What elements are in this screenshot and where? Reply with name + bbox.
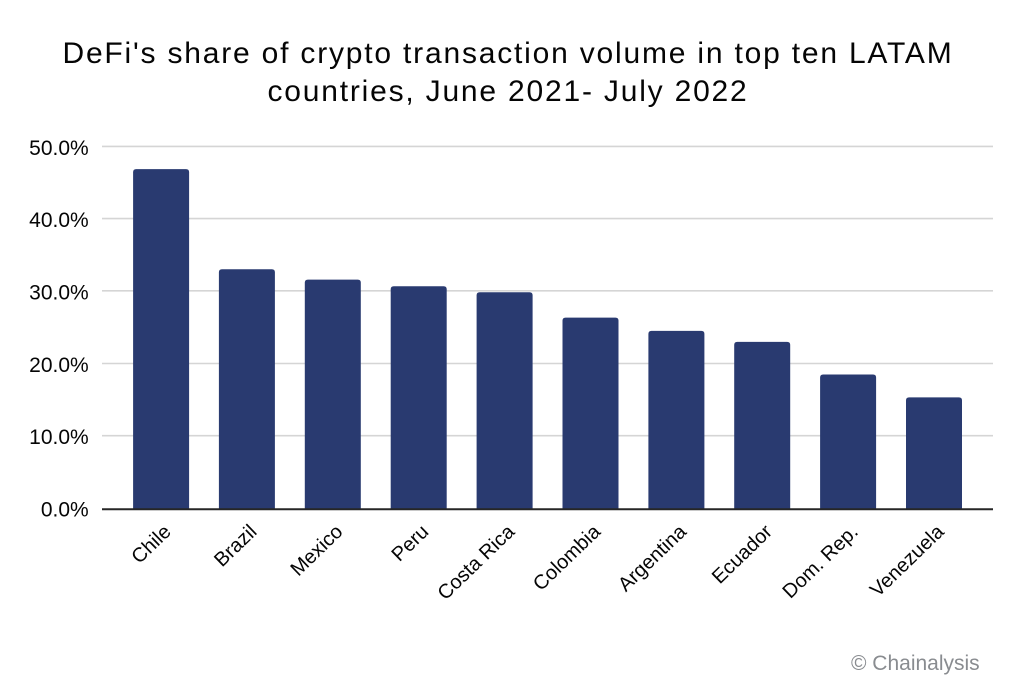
svg-text:Venezuela: Venezuela <box>866 520 949 601</box>
svg-text:Brazil: Brazil <box>210 521 261 572</box>
svg-text:Chile: Chile <box>128 521 176 568</box>
svg-text:30.0%: 30.0% <box>29 281 89 304</box>
svg-text:Ecuador: Ecuador <box>708 521 777 589</box>
svg-text:Costa Rica: Costa Rica <box>434 520 520 604</box>
svg-text:Colombia: Colombia <box>529 520 606 595</box>
svg-text:0.0%: 0.0% <box>41 499 89 522</box>
svg-text:20.0%: 20.0% <box>29 354 89 377</box>
svg-text:Peru: Peru <box>388 521 434 566</box>
svg-text:Mexico: Mexico <box>287 521 348 581</box>
svg-text:Argentina: Argentina <box>614 520 691 596</box>
svg-text:50.0%: 50.0% <box>29 137 89 160</box>
svg-text:40.0%: 40.0% <box>29 209 89 232</box>
svg-text:Dom. Rep.: Dom. Rep. <box>779 521 863 603</box>
svg-text:10.0%: 10.0% <box>29 426 89 449</box>
